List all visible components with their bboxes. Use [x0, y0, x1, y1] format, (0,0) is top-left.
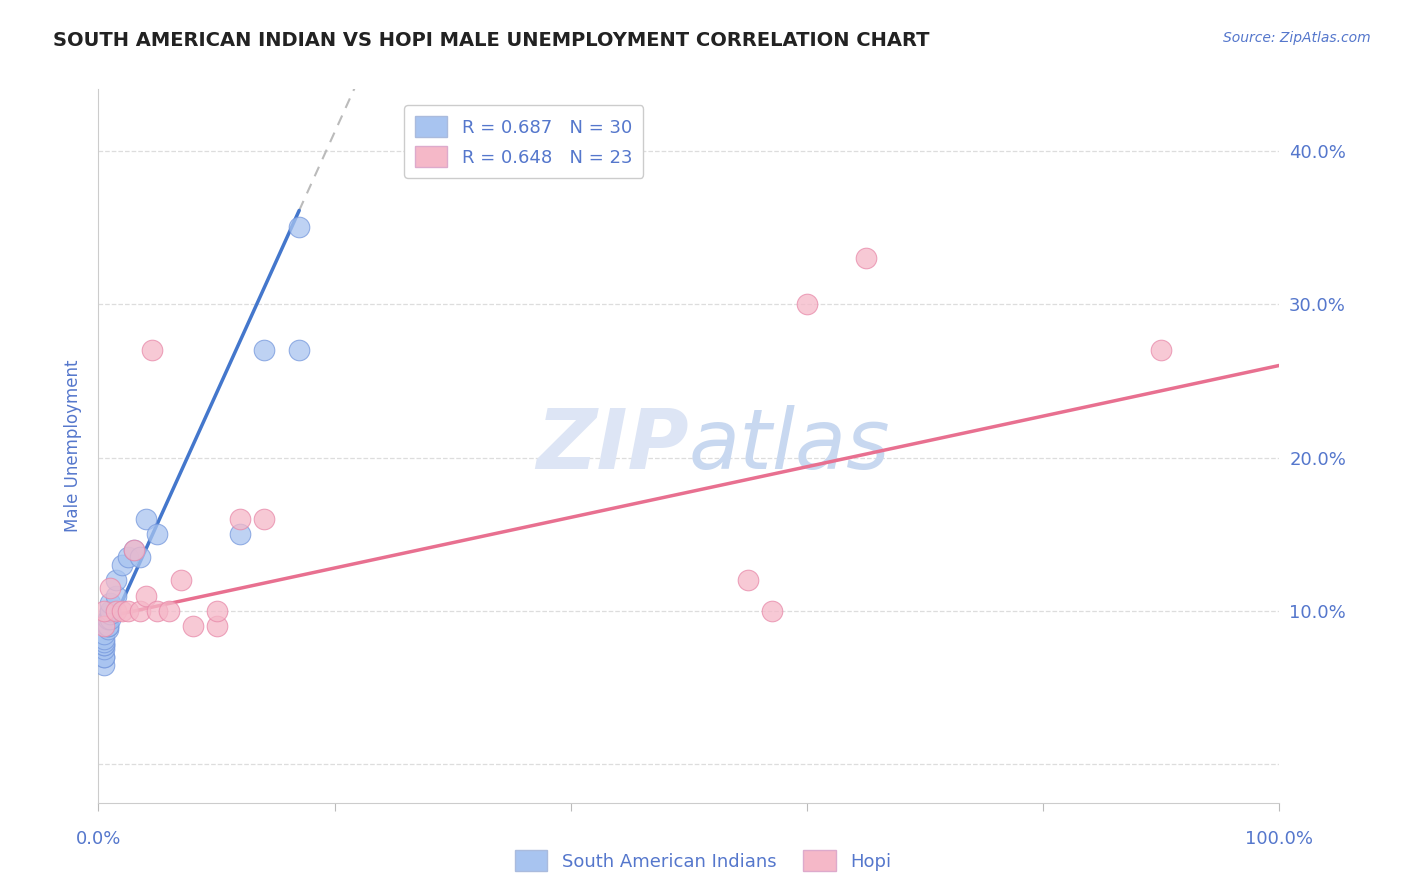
Point [135, 589, 157, 603]
Point [128, 604, 150, 618]
Point [93, 650, 115, 665]
Point [93, 632, 115, 646]
Point [98, 607, 121, 621]
Point [97, 619, 120, 633]
Point [93, 657, 115, 672]
Point [105, 589, 128, 603]
Point [93, 638, 115, 652]
Point [122, 542, 145, 557]
Point [229, 527, 252, 541]
Point [146, 527, 169, 541]
Point [105, 574, 128, 588]
Point [93, 619, 115, 633]
Legend: South American Indians, Hopi: South American Indians, Hopi [508, 843, 898, 879]
Point [128, 550, 150, 565]
Text: ZIP: ZIP [536, 406, 689, 486]
Point [170, 574, 193, 588]
Text: 100.0%: 100.0% [1246, 830, 1313, 848]
Point [253, 512, 276, 526]
Y-axis label: Male Unemployment: Male Unemployment [63, 359, 82, 533]
Text: 0.0%: 0.0% [76, 830, 121, 848]
Point [855, 251, 877, 265]
Point [111, 604, 134, 618]
Point [98, 596, 121, 610]
Point [93, 638, 115, 652]
Point [93, 650, 115, 665]
Point [205, 604, 228, 618]
Point [98, 612, 121, 626]
Point [146, 604, 169, 618]
Point [229, 512, 252, 526]
Point [93, 604, 115, 618]
Point [98, 604, 121, 618]
Point [122, 542, 145, 557]
Text: Source: ZipAtlas.com: Source: ZipAtlas.com [1223, 31, 1371, 45]
Point [93, 634, 115, 648]
Point [253, 343, 276, 357]
Point [97, 623, 120, 637]
Point [141, 343, 163, 357]
Point [205, 619, 228, 633]
Point [93, 627, 115, 641]
Point [98, 581, 121, 595]
Legend: R = 0.687   N = 30, R = 0.648   N = 23: R = 0.687 N = 30, R = 0.648 N = 23 [404, 105, 643, 178]
Point [288, 220, 311, 235]
Point [93, 642, 115, 657]
Point [157, 604, 180, 618]
Point [117, 604, 139, 618]
Point [796, 297, 818, 311]
Point [1150, 343, 1173, 357]
Text: atlas: atlas [689, 406, 890, 486]
Point [98, 604, 121, 618]
Point [135, 512, 157, 526]
Point [761, 604, 783, 618]
Point [288, 343, 311, 357]
Point [97, 619, 120, 633]
Point [117, 550, 139, 565]
Point [97, 612, 120, 626]
Point [181, 619, 204, 633]
Text: SOUTH AMERICAN INDIAN VS HOPI MALE UNEMPLOYMENT CORRELATION CHART: SOUTH AMERICAN INDIAN VS HOPI MALE UNEMP… [53, 31, 929, 50]
Point [737, 574, 759, 588]
Point [105, 604, 128, 618]
Point [111, 558, 134, 572]
